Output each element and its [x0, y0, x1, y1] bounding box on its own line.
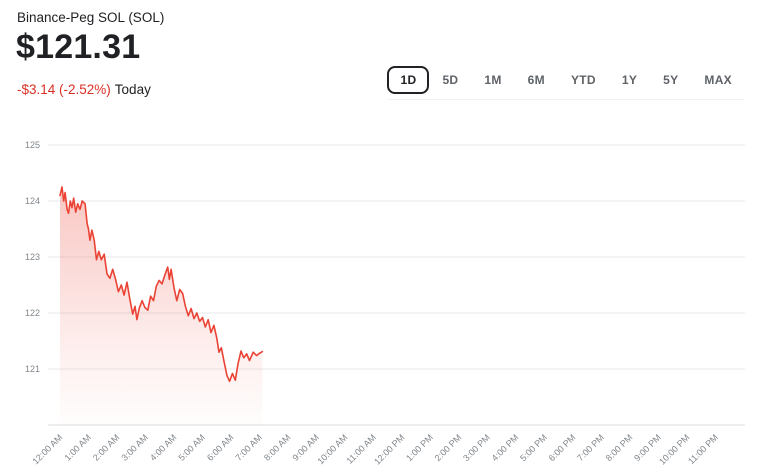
x-axis-label: 7:00 AM	[233, 432, 263, 462]
range-tab-1d[interactable]: 1D	[387, 66, 430, 94]
instrument-title: Binance-Peg SOL (SOL)	[17, 10, 165, 25]
price-change: -$3.14 (-2.52%)	[17, 82, 111, 97]
price-line	[59, 186, 264, 383]
x-axis-label: 12:00 AM	[30, 432, 64, 466]
x-axis-label: 3:00 PM	[461, 432, 492, 463]
x-axis-label: 4:00 PM	[490, 432, 521, 463]
y-axis-label: 125	[25, 140, 40, 150]
header: Binance-Peg SOL (SOL) $121.31 -$3.14 (-2…	[0, 0, 758, 127]
x-axis-label: 10:00 PM	[657, 432, 691, 466]
x-axis-label: 4:00 AM	[148, 432, 178, 462]
x-axis-label: 12:00 PM	[372, 432, 406, 466]
price-area-fill	[60, 187, 263, 425]
x-axis-label: 2:00 PM	[433, 432, 464, 463]
x-axis-label: 11:00 PM	[686, 432, 720, 466]
current-price: $121.31	[16, 28, 141, 66]
range-tabs: 1D 5D 1M 6M YTD 1Y 5Y MAX	[387, 66, 745, 100]
x-axis-label: 6:00 AM	[205, 432, 235, 462]
x-axis-label: 10:00 AM	[315, 432, 349, 466]
x-axis-label: 8:00 AM	[262, 432, 292, 462]
range-tab-6m[interactable]: 6M	[515, 66, 558, 94]
x-axis-label: 6:00 PM	[547, 432, 578, 463]
x-axis-label: 1:00 PM	[404, 432, 435, 463]
range-tab-max[interactable]: MAX	[691, 66, 745, 94]
x-axis-label: 5:00 AM	[176, 432, 206, 462]
y-axis-label: 122	[25, 308, 40, 318]
y-axis-label: 121	[25, 364, 40, 374]
y-axis-label: 123	[25, 252, 40, 262]
x-axis-label: 5:00 PM	[518, 432, 549, 463]
x-axis-label: 1:00 AM	[62, 432, 92, 462]
range-tab-ytd[interactable]: YTD	[558, 66, 609, 94]
x-axis-label: 2:00 AM	[91, 432, 121, 462]
x-axis-label: 7:00 PM	[575, 432, 606, 463]
x-axis-label: 8:00 PM	[604, 432, 635, 463]
change-period-label: Today	[114, 82, 151, 97]
range-tab-5y[interactable]: 5Y	[650, 66, 691, 94]
range-tab-1m[interactable]: 1M	[471, 66, 514, 94]
price-change-row: -$3.14 (-2.52%) Today	[17, 82, 151, 97]
price-chart[interactable]: 121 122 123 124 125 12:00 AM 1:00 AM 2:00 AM 3:0…	[0, 127, 758, 472]
x-axis-label: 3:00 AM	[119, 432, 149, 462]
range-tab-5d[interactable]: 5D	[429, 66, 471, 94]
range-tab-1y[interactable]: 1Y	[609, 66, 650, 94]
y-axis-label: 124	[25, 196, 40, 206]
